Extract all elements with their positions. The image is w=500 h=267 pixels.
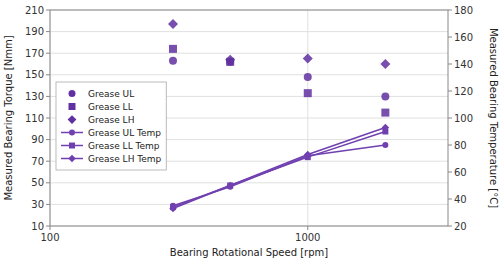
y-tick bbox=[46, 118, 50, 119]
y-grid-line bbox=[50, 182, 448, 183]
line-marker bbox=[304, 151, 312, 159]
scatter-point bbox=[381, 92, 389, 100]
legend-label: Grease LL bbox=[88, 102, 133, 112]
y-tick bbox=[46, 139, 50, 140]
plot-frame bbox=[50, 10, 448, 226]
line-marker bbox=[169, 205, 177, 213]
y-tick bbox=[46, 10, 50, 11]
legend-label: Grease LH Temp bbox=[88, 154, 162, 164]
line bbox=[173, 127, 385, 208]
y2-tick-label: 80 bbox=[454, 140, 467, 151]
series bbox=[170, 142, 388, 209]
y2-tick-label: 160 bbox=[454, 32, 473, 43]
y-tick-label: 170 bbox=[25, 48, 44, 59]
y-tick bbox=[46, 74, 50, 75]
y2-tick-label: 60 bbox=[454, 167, 467, 178]
y2-tick-label: 100 bbox=[454, 113, 473, 124]
y2-tick-label: 140 bbox=[454, 59, 473, 70]
scatter-point bbox=[303, 54, 313, 64]
scatter-point bbox=[168, 19, 178, 29]
scatter-point bbox=[304, 73, 312, 81]
y2-tick bbox=[448, 172, 452, 173]
legend-label: Grease LH bbox=[88, 115, 134, 125]
y2-tick bbox=[448, 145, 452, 146]
y-grid-line bbox=[50, 74, 448, 75]
y-tick-label: 210 bbox=[25, 5, 44, 16]
y-tick-label: 130 bbox=[25, 91, 44, 102]
scatter-point bbox=[225, 55, 235, 65]
y-tick bbox=[46, 96, 50, 97]
y2-tick bbox=[448, 91, 452, 92]
legend-swatch bbox=[68, 155, 76, 163]
y2-tick-label: 20 bbox=[454, 221, 467, 232]
y-tick bbox=[46, 31, 50, 32]
y-tick-label: 70 bbox=[31, 156, 44, 167]
y-tick-label: 90 bbox=[31, 134, 44, 145]
series bbox=[170, 129, 388, 211]
legend-label: Grease UL bbox=[88, 89, 134, 99]
y2-tick-label: 120 bbox=[454, 86, 473, 97]
legend-swatch bbox=[69, 130, 75, 136]
legend: Grease UL Grease LL Grease LH Grease UL Tem… bbox=[56, 82, 166, 170]
y-tick-label: 30 bbox=[31, 199, 44, 210]
axes: 100 1000 10 30 50 70 90 110 130 150 170 190 210 20 40 6… bbox=[25, 5, 473, 244]
chart: 100 1000 10 30 50 70 90 110 130 150 170 190 210 20 40 6… bbox=[0, 0, 500, 267]
x-tick-label: 100 bbox=[40, 232, 59, 243]
grid bbox=[50, 10, 448, 226]
series bbox=[169, 45, 389, 117]
y-axis-label: Measured Bearing Torque [Nmm] bbox=[3, 35, 14, 200]
line bbox=[173, 145, 385, 206]
y2-tick bbox=[448, 118, 452, 119]
legend-frame bbox=[56, 82, 166, 170]
y2-tick-label: 40 bbox=[454, 194, 467, 205]
y-tick-label: 190 bbox=[25, 26, 44, 37]
y2-tick bbox=[448, 10, 452, 11]
y-tick bbox=[46, 226, 50, 227]
legend-label: Grease UL Temp bbox=[88, 128, 161, 138]
series bbox=[168, 19, 390, 69]
y-tick bbox=[46, 53, 50, 54]
scatter-point bbox=[380, 59, 390, 69]
x-tick bbox=[50, 226, 51, 230]
series bbox=[169, 57, 389, 101]
scatter-point bbox=[381, 109, 389, 117]
x-tick-label: 1000 bbox=[295, 232, 320, 243]
legend-swatch bbox=[69, 103, 76, 110]
line-marker bbox=[227, 183, 233, 189]
y2-axis-label: Measured Bearing Temperature [°C] bbox=[488, 28, 499, 208]
x-tick bbox=[307, 226, 308, 230]
y-tick bbox=[46, 204, 50, 205]
series bbox=[169, 124, 389, 213]
y-grid-line bbox=[50, 31, 448, 32]
y-grid-line bbox=[50, 204, 448, 205]
y2-tick bbox=[448, 37, 452, 38]
line-marker bbox=[226, 182, 234, 190]
y-tick-label: 50 bbox=[31, 177, 44, 188]
legend-label: Grease LL Temp bbox=[88, 141, 160, 151]
y-tick-label: 150 bbox=[25, 69, 44, 80]
scatter-point bbox=[169, 45, 177, 53]
line-marker bbox=[382, 124, 390, 132]
legend-swatch bbox=[69, 90, 76, 97]
line-marker bbox=[382, 142, 388, 148]
scatter-point bbox=[304, 89, 312, 97]
y2-tick-label: 180 bbox=[454, 5, 473, 16]
scatter-point bbox=[169, 57, 177, 65]
y2-tick bbox=[448, 199, 452, 200]
y-tick bbox=[46, 182, 50, 183]
legend-swatch bbox=[69, 143, 75, 149]
x-axis-label: Bearing Rotational Speed [rpm] bbox=[170, 247, 328, 258]
y2-tick bbox=[448, 64, 452, 65]
y-tick bbox=[46, 161, 50, 162]
y-grid-line bbox=[50, 53, 448, 54]
y-tick-label: 110 bbox=[25, 113, 44, 124]
y2-tick bbox=[448, 226, 452, 227]
y-tick-label: 10 bbox=[31, 221, 44, 232]
legend-swatch bbox=[68, 115, 77, 124]
marks bbox=[168, 19, 390, 212]
